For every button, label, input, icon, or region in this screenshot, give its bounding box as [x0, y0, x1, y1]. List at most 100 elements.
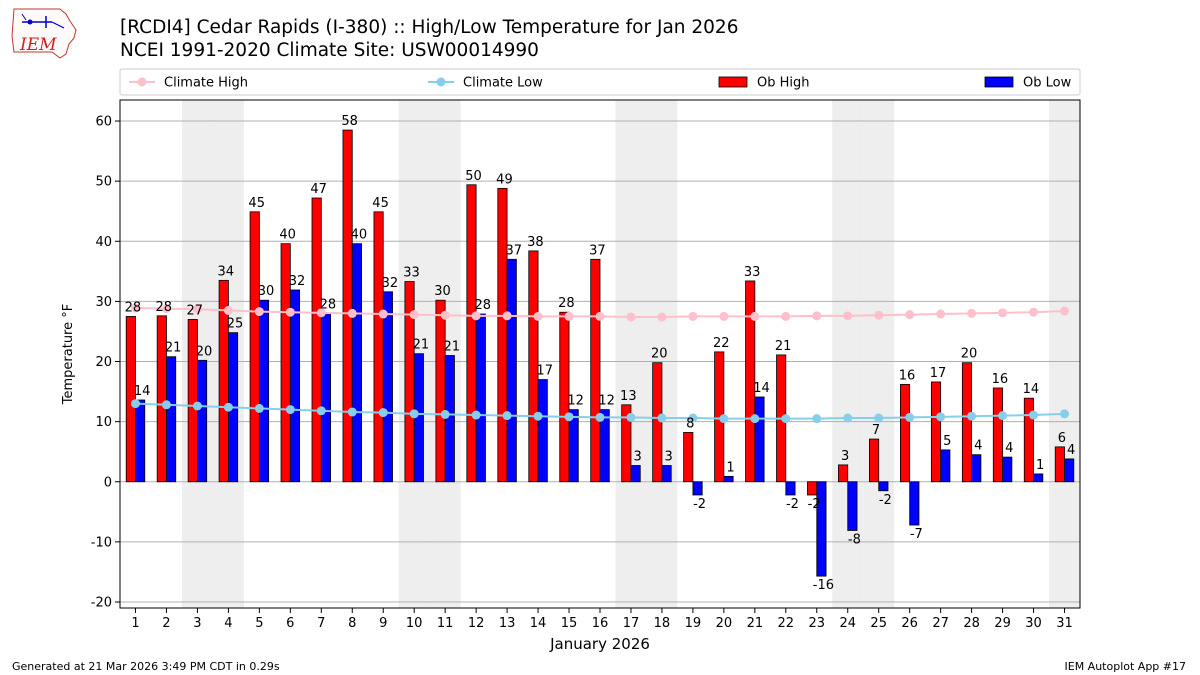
x-tick-label: 25 [870, 616, 887, 631]
x-tick-label: 8 [348, 616, 356, 631]
y-tick-label: 50 [95, 175, 112, 190]
ob-high-bar-label: 7 [872, 423, 880, 438]
x-tick-label: 22 [778, 616, 795, 631]
ob-low-bar [351, 243, 362, 483]
climate-high-point [409, 310, 419, 320]
x-tick-label: 18 [654, 616, 671, 631]
ob-high-bar-label: 3 [841, 449, 849, 464]
ob-high-bar [745, 280, 756, 483]
ob-high-bar-label: 20 [651, 347, 668, 362]
climate-low-point [905, 412, 915, 422]
ob-high-bar [125, 316, 136, 483]
ob-high-bar [1054, 446, 1065, 483]
ob-high-bar [497, 187, 508, 483]
x-tick-label: 2 [162, 616, 170, 631]
ob-low-bar-label: 17 [536, 364, 553, 379]
ob-low-bar [320, 313, 331, 483]
climate-low-point [750, 414, 760, 424]
ob-low-bar-label: 21 [413, 338, 430, 353]
ob-low-bar [1002, 456, 1013, 483]
ob-low-bar-label: 30 [258, 284, 275, 299]
legend: Climate High Climate Low Ob High Ob Low [119, 68, 1081, 96]
y-tick-label: 60 [95, 115, 112, 130]
x-tick-label: 24 [839, 616, 856, 631]
x-tick-label: 6 [286, 616, 294, 631]
climate-low-point [719, 414, 729, 424]
ob-high-bar [869, 438, 880, 483]
climate-low-point [378, 408, 388, 418]
ob-high-bar-label: -2 [808, 497, 821, 512]
climate-low-point [843, 413, 853, 423]
ob-low-bar-label: -2 [786, 497, 799, 512]
climate-low-point [998, 411, 1008, 421]
x-tick-label: 19 [685, 616, 702, 631]
x-tick-label: 26 [901, 616, 918, 631]
ob-low-bar-label: 32 [289, 274, 306, 289]
climate-high-point [564, 311, 574, 321]
footer-app-label: IEM Autoplot App #17 [1064, 660, 1187, 673]
ob-low-bar-label: 4 [1005, 441, 1013, 456]
chart-title: [RCDI4] Cedar Rapids (I-380) :: High/Low… [120, 17, 739, 38]
climate-high-point [781, 311, 791, 321]
x-tick-label: 23 [809, 616, 826, 631]
ob-high-bar-label: 16 [992, 372, 1009, 387]
footer-generated-text: Generated at 21 Mar 2026 3:49 PM CDT in … [12, 660, 280, 673]
ob-high-bar [992, 387, 1003, 483]
x-tick-label: 29 [994, 616, 1011, 631]
ob-low-bar [382, 291, 393, 483]
ob-low-bar-label: 1 [1036, 458, 1044, 473]
ob-low-bar-label: 28 [475, 298, 492, 313]
ob-low-bar [661, 465, 672, 483]
climate-low-point [874, 413, 884, 423]
iem-logo-text: IEM [19, 35, 57, 55]
ob-low-bar [258, 299, 270, 483]
climate-low-point [161, 400, 171, 410]
x-tick-label: 12 [468, 616, 485, 631]
weekend-band [646, 100, 678, 608]
ob-high-bar [435, 299, 446, 483]
ob-low-bar-label: 3 [664, 450, 672, 465]
climate-high-point [936, 309, 946, 319]
x-tick-label: 3 [193, 616, 201, 631]
ob-low-bar [692, 481, 703, 496]
ob-high-bar-label: 17 [930, 366, 947, 381]
climate-low-point [657, 413, 667, 423]
climate-low-point [812, 414, 822, 424]
climate-low-point [533, 411, 543, 421]
x-tick-label: 4 [224, 616, 232, 631]
ob-high-bar-label: 21 [775, 339, 792, 354]
ob-high-bar-label: 28 [558, 296, 575, 311]
ob-high-bar [466, 184, 477, 483]
ob-low-bar-label: 14 [134, 384, 151, 399]
ob-high-bar [373, 211, 384, 483]
ob-low-bar [289, 289, 301, 483]
ob-high-bar-label: 20 [961, 347, 978, 362]
ob-low-bar [506, 258, 517, 483]
x-tick-label: 27 [932, 616, 949, 631]
climate-high-point [1060, 306, 1070, 316]
x-tick-label: 30 [1025, 616, 1042, 631]
ob-high-bar-label: 16 [899, 368, 916, 383]
climate-high-point [440, 310, 450, 320]
climate-low-point [316, 406, 326, 416]
ob-high-bar [249, 211, 260, 483]
ob-low-bar-label: 3 [633, 450, 641, 465]
ob-high-bar [1023, 397, 1034, 483]
ob-high-bar-label: 45 [372, 196, 389, 211]
x-tick-label: 13 [499, 616, 516, 631]
ob-high-bar-label: 34 [217, 264, 234, 279]
legend-ob-high-swatch [718, 76, 748, 88]
legend-climate-high-marker [137, 77, 147, 87]
ob-low-bar [197, 359, 208, 483]
x-tick-label: 10 [406, 616, 423, 631]
climate-high-point [719, 311, 729, 321]
ob-high-bar [590, 258, 601, 483]
ob-low-bar [816, 481, 827, 577]
weekend-band [863, 100, 895, 608]
y-tick-label: 10 [95, 415, 112, 430]
ob-high-bar-label: 33 [403, 266, 420, 281]
climate-high-point [626, 312, 636, 322]
x-tick-label: 17 [623, 616, 640, 631]
ob-low-bar [754, 396, 765, 483]
climate-high-point [161, 304, 171, 314]
